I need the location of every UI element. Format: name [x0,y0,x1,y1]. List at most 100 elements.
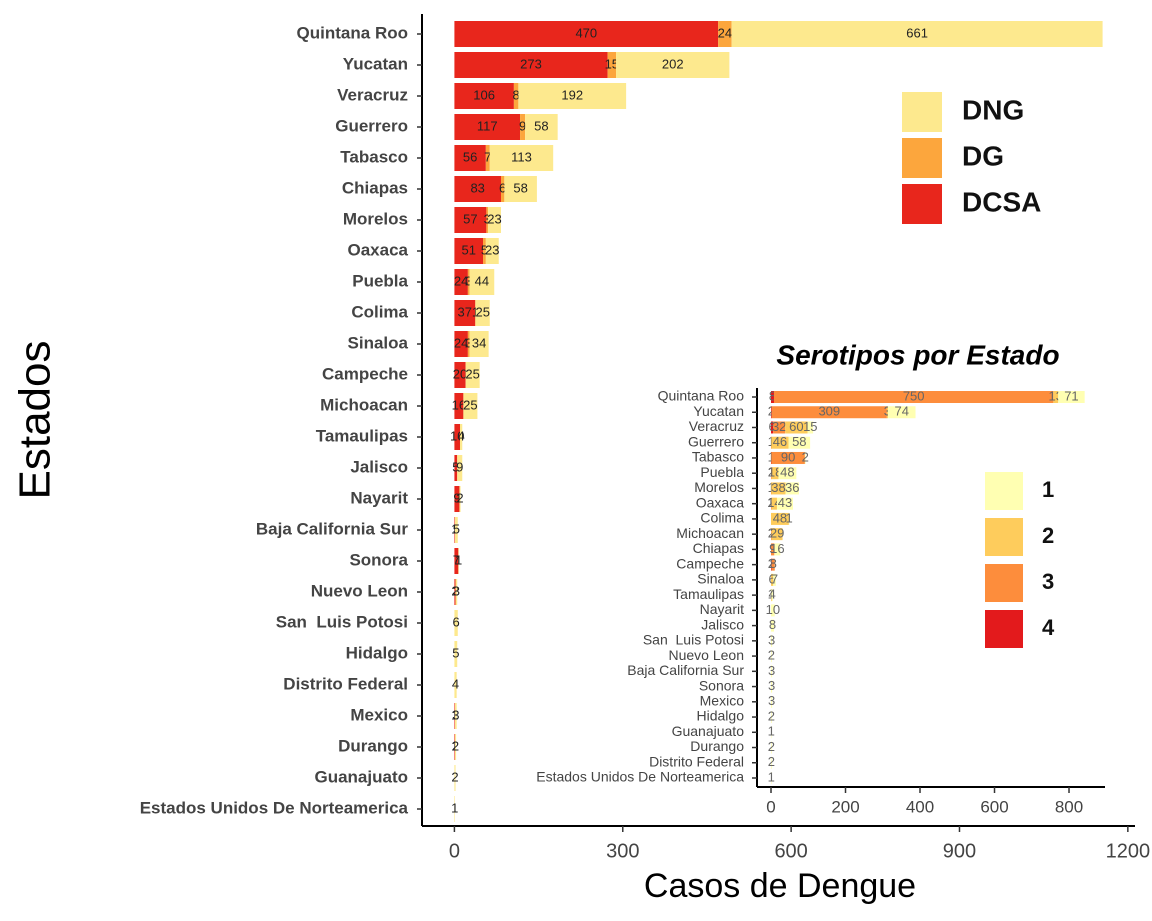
bar-segment [454,83,514,109]
data-label: 2 [768,556,775,571]
legend-key [985,472,1023,510]
data-label: 9 [456,459,463,474]
data-label: 470 [575,25,597,40]
data-label: 1 [472,304,479,319]
data-label: 5 [481,242,488,257]
bar-segment [771,680,773,693]
data-label: 2 [768,648,775,663]
data-label: 24 [718,25,732,40]
bar-segment [788,512,790,525]
data-label: 1 [768,769,775,784]
bar-segment [778,467,797,480]
y-tick-label: Baja California Sur [627,662,744,678]
bar-segment [771,741,772,754]
bar-segment [771,421,774,434]
data-label: 7 [484,149,491,164]
bar-segment [454,362,466,388]
data-label: 3 [768,678,775,693]
data-label: 24 [454,273,468,288]
bar-segment [460,424,463,450]
data-label: 8 [770,556,777,571]
data-label: 2 [768,465,775,480]
data-label: 48 [773,510,787,525]
data-label: 117 [477,118,498,133]
y-tick-label: San Luis Potosi [276,612,408,631]
y-tick-label: Tabasco [692,449,744,465]
bar-segment [771,589,772,602]
data-label: 3 [768,693,775,708]
bar-segment [454,455,458,481]
data-label: 661 [906,25,928,40]
bar-segment [1053,391,1059,403]
y-tick-label: Hidalgo [346,643,408,662]
y-tick-label: Morelos [694,479,744,495]
data-label: 58 [792,434,806,449]
bar-segment [773,421,786,434]
bar-segment [771,604,775,617]
data-label: 7 [771,571,778,586]
bar-segment [771,695,773,708]
data-label: 8 [769,388,776,403]
bar-segment [771,451,805,464]
bar-segment [771,711,772,724]
data-label: 6 [499,180,506,195]
y-tick-label: Sinaloa [348,333,409,352]
bar-segment [771,528,783,541]
legend-key [902,138,942,178]
data-label: 36 [785,480,799,495]
data-label: 3 [452,707,459,722]
y-tick-label: Colima [700,510,744,526]
data-label: 2 [451,769,458,784]
bar-segment [773,391,1054,403]
y-tick-label: Durango [338,736,408,755]
data-label: 23 [487,211,501,226]
data-label: 3 [465,273,472,288]
bar-segment [454,331,468,357]
data-label: 1 [768,724,775,739]
bar-segment [483,238,486,264]
data-label: 2 [768,754,775,769]
y-tick-label: Tabasco [340,147,408,166]
bar-segment [771,497,772,510]
bar-segment [454,579,456,605]
y-tick-label: Sinaloa [697,571,744,587]
bar-segment [454,176,501,202]
bar-segment [771,391,774,403]
bar-segment [771,573,774,586]
data-label: 2 [452,738,459,753]
y-tick-label: Yucatan [693,403,744,419]
bar-segment [886,406,888,419]
y-tick-label: Colima [351,302,408,321]
bar-segment [513,83,519,109]
bar-segment [785,421,808,434]
y-tick-label: Oaxaca [696,494,744,510]
x-tick-label: 0 [766,797,775,816]
bar-segment [785,482,799,495]
bar-segment [771,634,773,647]
data-label: 7 [453,552,460,567]
data-label: 3 [453,583,460,598]
y-tick-label: Quintana Roo [297,23,408,42]
bar-segment [771,650,772,663]
bar-segment [454,703,455,729]
bar-segment [454,393,464,419]
y-tick-label: Sonora [699,677,744,693]
y-tick-label: Chiapas [342,178,408,197]
data-label: 38 [771,480,785,495]
y-tick-label: Nayarit [700,601,744,617]
data-label: 29 [770,526,784,541]
data-label: 1 [768,480,775,495]
bar-segment [454,641,458,667]
data-label: 37 [458,304,472,319]
data-label: 309 [818,404,840,419]
y-tick-label: Oaxaca [348,240,409,259]
data-label: 6 [769,419,776,434]
data-label: 3 [884,404,891,419]
bar-segment [518,83,627,109]
data-label: 3 [484,211,491,226]
x-tick-label: 600 [774,840,807,862]
x-tick-label: 300 [606,840,639,862]
y-tick-label: Distrito Federal [283,674,408,693]
bar-segment [486,207,489,233]
